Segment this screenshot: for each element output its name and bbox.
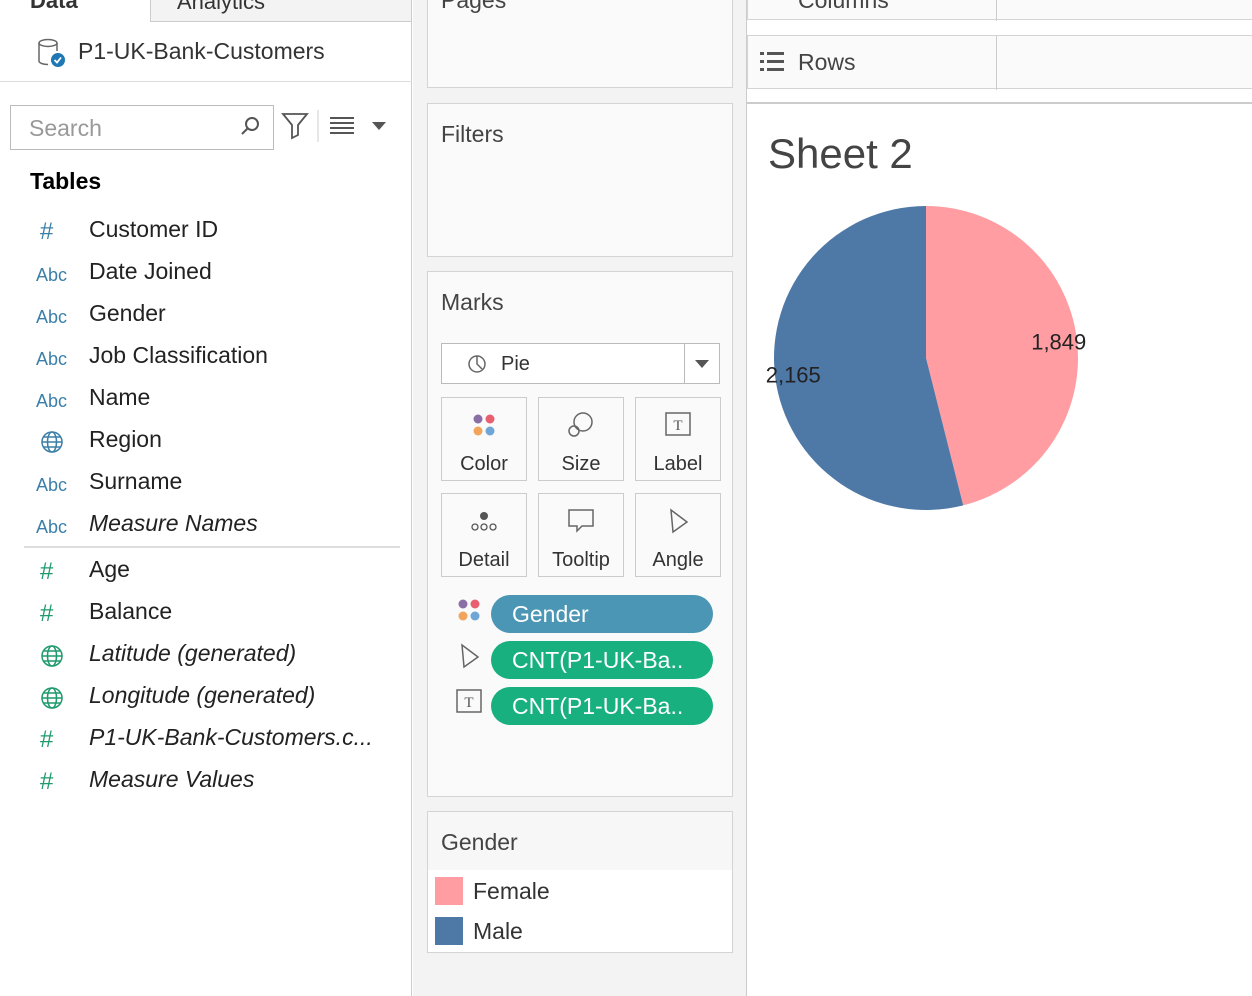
marks-card: Marks Pie Color Size T Label Detail Tooltip An… <box>427 271 733 797</box>
svg-text:T: T <box>464 695 473 711</box>
mark-card[interactable]: Tooltip <box>538 493 624 577</box>
field-pill[interactable]: CNT(P1-UK-Ba.. <box>491 687 713 725</box>
card-icon: T <box>665 412 691 436</box>
datasource-icon <box>38 38 65 67</box>
sheet-title: Sheet 2 <box>768 130 913 177</box>
card-icon <box>568 412 593 437</box>
dropdown-arrow <box>695 360 709 368</box>
pages-shelf: Pages <box>427 0 733 88</box>
mark-card[interactable]: T Label <box>635 397 721 481</box>
shelf-title: Rows <box>798 49 856 75</box>
pie-slice <box>773 206 964 511</box>
pill-icon <box>458 599 480 621</box>
field-name[interactable]: P1-UK-Bank-Customers.c... <box>89 724 373 750</box>
search-box[interactable]: Search <box>10 105 274 150</box>
shelf-title: Filters <box>441 121 504 147</box>
field-name[interactable]: Measure Names <box>89 510 258 536</box>
mark-card[interactable]: Color <box>441 397 527 481</box>
divider <box>747 102 1252 104</box>
pill-icon <box>461 643 480 669</box>
field-icon: # <box>40 600 54 627</box>
tab[interactable]: Data <box>30 0 78 13</box>
field-name[interactable]: Surname <box>89 468 183 494</box>
field-name[interactable]: Longitude (generated) <box>89 682 316 708</box>
legend-swatch <box>435 877 463 905</box>
field-icon: Abc <box>36 517 68 537</box>
legend: Gender Female Male <box>427 811 733 953</box>
divider <box>996 36 997 90</box>
shelf-title: Columns <box>798 0 889 13</box>
pie-chart: 1,849 2,165 <box>766 206 1086 511</box>
card-icon <box>568 509 594 533</box>
rows-shelf: Rows <box>747 35 1252 90</box>
card-icon <box>471 512 497 531</box>
legend-label[interactable]: Female <box>473 878 550 904</box>
field-icon: # <box>40 726 54 753</box>
field-icon: Abc <box>36 265 68 285</box>
marks-title: Marks <box>441 289 504 315</box>
card-label: Detail <box>458 549 510 571</box>
mark-card[interactable]: Detail <box>441 493 527 577</box>
data-pane: Data Analytics P1-UK-Bank-Customers Sear… <box>0 0 412 996</box>
geo-icon <box>41 431 63 453</box>
legend-title: Gender <box>441 829 518 855</box>
card-label: Label <box>653 453 703 475</box>
cards-pane: Pages Filters Marks Pie Color Size T Label D… <box>413 0 747 996</box>
filters-shelf: Filters <box>427 103 733 257</box>
geo-icon <box>41 687 63 709</box>
data-label: 1,849 <box>1031 330 1086 355</box>
field-name[interactable]: Measure Values <box>89 766 255 792</box>
card-icon <box>670 508 689 534</box>
geo-icon <box>41 645 63 667</box>
card-label: Angle <box>652 549 704 571</box>
card-label: Color <box>460 453 508 475</box>
shelf-title: Pages <box>441 0 507 13</box>
field-icon: # <box>40 558 54 585</box>
field-name[interactable]: Name <box>89 384 151 410</box>
rows-icon <box>760 52 784 71</box>
divider <box>0 81 412 82</box>
mark-card[interactable]: Size <box>538 397 624 481</box>
toolbar-icons[interactable] <box>280 110 390 142</box>
field-name[interactable]: Region <box>89 426 162 452</box>
pie-icon <box>468 355 486 373</box>
divider <box>684 344 685 383</box>
legend-label[interactable]: Male <box>473 918 523 944</box>
tables-heading: Tables <box>30 168 102 194</box>
field-icon: Abc <box>36 391 68 411</box>
data-label: 2,165 <box>766 362 821 387</box>
pill-icon: T <box>456 689 482 713</box>
card-label: Tooltip <box>552 549 610 571</box>
field-pill[interactable]: Gender <box>491 595 713 633</box>
datasource-name[interactable]: P1-UK-Bank-Customers <box>78 38 325 64</box>
divider <box>996 0 997 21</box>
field-name[interactable]: Gender <box>89 300 166 326</box>
mark-type: Pie <box>501 353 530 375</box>
field-name[interactable]: Latitude (generated) <box>89 640 297 666</box>
tab[interactable]: Analytics <box>150 0 412 22</box>
field-icon: # <box>40 768 54 795</box>
field-icon: Abc <box>36 349 68 369</box>
field-icon: # <box>40 218 54 245</box>
mark-type-dropdown[interactable]: Pie <box>441 343 720 384</box>
legend-header <box>428 812 732 870</box>
mark-card[interactable]: Angle <box>635 493 721 577</box>
field-name[interactable]: Age <box>89 556 130 582</box>
divider <box>24 546 400 548</box>
field-name[interactable]: Date Joined <box>89 258 212 284</box>
field-icon: Abc <box>36 475 68 495</box>
field-name[interactable]: Balance <box>89 598 173 624</box>
field-name[interactable]: Job Classification <box>89 342 268 368</box>
field-name[interactable]: Customer ID <box>89 216 219 242</box>
field-pill[interactable]: CNT(P1-UK-Ba.. <box>491 641 713 679</box>
svg-text:T: T <box>673 418 682 434</box>
search-icon <box>241 117 259 135</box>
pie-slice <box>926 206 1078 506</box>
columns-shelf: Columns <box>747 0 1252 21</box>
card-icon <box>473 414 495 436</box>
field-icon: Abc <box>36 307 68 327</box>
legend-swatch <box>435 917 463 945</box>
card-label: Size <box>561 453 601 475</box>
